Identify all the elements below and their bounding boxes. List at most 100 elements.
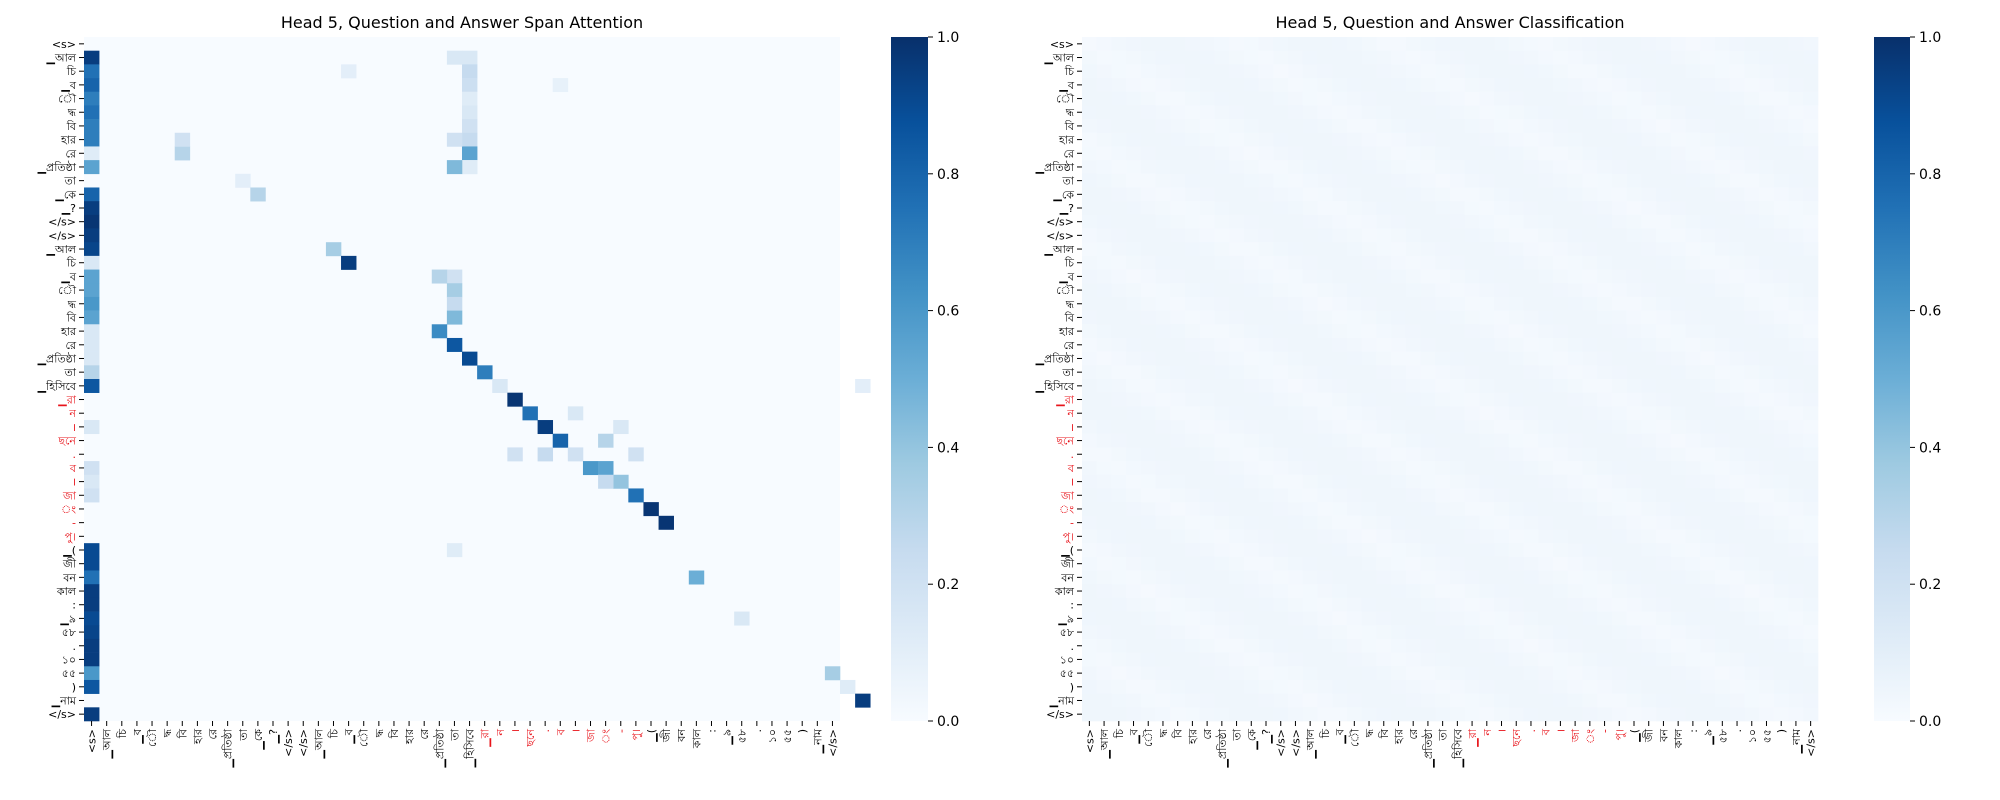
heatmap-cell <box>1243 543 1259 558</box>
heatmap-cell <box>1361 570 1377 585</box>
heatmap-cell <box>1243 502 1259 517</box>
heatmap-cell <box>1082 214 1098 229</box>
heatmap-cell <box>1405 447 1421 462</box>
heatmap-cell <box>1626 105 1642 120</box>
heatmap-cell <box>1302 187 1318 202</box>
heatmap-cell <box>1170 283 1186 298</box>
heatmap-cell <box>1420 269 1436 284</box>
y-tick-label: বন <box>1060 571 1074 584</box>
heatmap-cell <box>1508 556 1524 571</box>
heatmap-cell <box>1714 214 1730 229</box>
heatmap-cell <box>1523 119 1539 134</box>
heatmap-cell <box>1656 351 1672 366</box>
heatmap-cell <box>1508 173 1524 188</box>
y-tick-label: ন <box>1066 407 1074 420</box>
heatmap-cell <box>1773 173 1789 188</box>
heatmap-cell <box>1597 652 1613 667</box>
heatmap-cell <box>1464 146 1480 161</box>
heatmap-cell <box>1538 119 1554 134</box>
heatmap-cell <box>1508 255 1524 270</box>
heatmap-cell <box>1597 201 1613 216</box>
x-tick-label: </s> <box>297 729 310 757</box>
heatmap-cell <box>1229 556 1245 571</box>
heatmap-cell <box>1523 625 1539 640</box>
heatmap-cell <box>1420 488 1436 503</box>
heatmap-cell <box>1538 351 1554 366</box>
x-tick-label: দ্ধ <box>161 728 174 738</box>
heatmap-cell <box>1714 652 1730 667</box>
heatmap-cell <box>1700 50 1716 65</box>
heatmap-cell <box>1714 50 1730 65</box>
heatmap-cell <box>1082 679 1098 694</box>
heatmap-cell <box>1302 597 1318 612</box>
heatmap-cell <box>1405 173 1421 188</box>
heatmap-cell <box>1685 584 1701 599</box>
heatmap-cell <box>1420 502 1436 517</box>
heatmap-cell <box>1700 324 1716 339</box>
heatmap-cell <box>1391 242 1407 257</box>
heatmap-cell <box>1111 406 1127 421</box>
heatmap-cell <box>1361 433 1377 448</box>
heatmap-cell <box>1170 461 1186 476</box>
heatmap-cell <box>1685 201 1701 216</box>
heatmap-cell <box>1170 447 1186 462</box>
heatmap-cell <box>1700 37 1716 51</box>
heatmap-cell <box>1302 324 1318 339</box>
heatmap-cell <box>1611 420 1627 435</box>
heatmap-cell <box>1788 187 1804 202</box>
heatmap-cell <box>1700 570 1716 585</box>
heatmap-cell <box>1744 379 1760 393</box>
heatmap-cell <box>341 64 357 79</box>
heatmap-cell <box>1523 543 1539 558</box>
heatmap-cell <box>1185 433 1201 448</box>
heatmap-cell <box>1508 91 1524 106</box>
heatmap-cell <box>1450 351 1466 366</box>
heatmap-cell <box>1155 488 1171 503</box>
heatmap-cell <box>1582 269 1598 284</box>
heatmap-cell <box>1788 255 1804 270</box>
y-tick-label: ৌ <box>58 284 77 297</box>
heatmap-cell <box>1199 611 1215 626</box>
heatmap-cell <box>1126 529 1142 544</box>
heatmap-cell <box>1597 707 1613 722</box>
heatmap-cell <box>1656 119 1672 134</box>
heatmap-cell <box>1656 515 1672 530</box>
heatmap-cell <box>1450 365 1466 380</box>
heatmap-cell <box>1199 105 1215 120</box>
y-tick-label: - <box>1070 517 1074 530</box>
heatmap-cell <box>1273 488 1289 503</box>
heatmap-cell <box>1773 228 1789 243</box>
heatmap-cell <box>1464 707 1480 722</box>
heatmap-cell <box>1391 447 1407 462</box>
heatmap-cell <box>1494 597 1510 612</box>
heatmap-cell <box>1700 392 1716 407</box>
heatmap-cell <box>1170 474 1186 489</box>
heatmap-cell <box>1273 64 1289 79</box>
heatmap-cell <box>1700 625 1716 640</box>
heatmap-cell <box>1405 242 1421 257</box>
heatmap-cell <box>1759 392 1775 407</box>
heatmap-cell <box>1626 406 1642 421</box>
heatmap-cell <box>1744 420 1760 435</box>
heatmap-cell <box>1096 570 1112 585</box>
heatmap-cell <box>1273 570 1289 585</box>
heatmap-cell <box>1538 228 1554 243</box>
heatmap-cell <box>1140 515 1156 530</box>
heatmap-cell <box>1288 187 1304 202</box>
y-tick-label: ৌ <box>58 93 77 106</box>
colorbar-tick-label: 0.2 <box>1919 577 1941 593</box>
heatmap-cell <box>1126 228 1142 243</box>
heatmap-cell <box>1243 666 1259 681</box>
heatmap-cell <box>1685 50 1701 65</box>
x-tick-label: - <box>615 729 628 733</box>
heatmap-cell <box>1523 652 1539 667</box>
heatmap-cell <box>1435 310 1451 325</box>
heatmap-cell <box>1759 406 1775 421</box>
heatmap-cell <box>1450 707 1466 722</box>
heatmap-cell <box>1096 707 1112 722</box>
heatmap-cell <box>1479 91 1495 106</box>
heatmap-cell <box>1126 37 1142 51</box>
heatmap-cell <box>1494 420 1510 435</box>
heatmap-cell <box>1641 474 1657 489</box>
heatmap-cell <box>1450 420 1466 435</box>
